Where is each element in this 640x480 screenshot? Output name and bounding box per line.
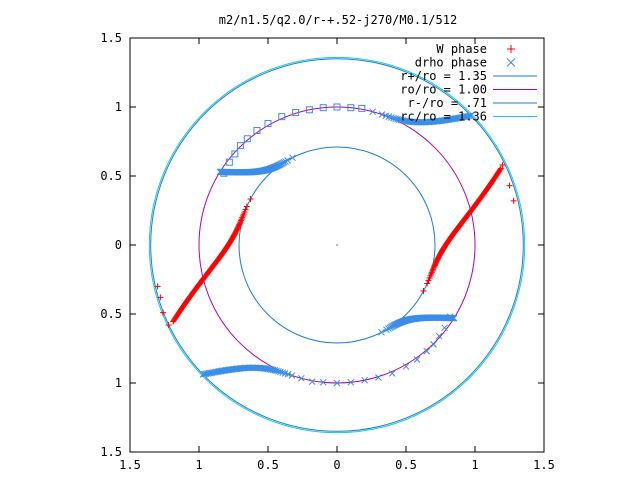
x-tick-label: 1.5 (533, 458, 555, 472)
drho-phase-point (383, 326, 390, 333)
drho-phase-point (387, 114, 395, 121)
drho-phase-point (305, 106, 313, 114)
drho-phase-point (288, 372, 296, 379)
drho-phase-point (236, 142, 244, 150)
w-phase-point (497, 166, 504, 173)
drho-phase-point (388, 369, 396, 377)
axis-ticks: 1.5 1 0.5 0 0.5 1 1.51.510.500.511.5 (100, 31, 555, 472)
drho-phase-point (319, 378, 327, 386)
w-phase-point (429, 267, 436, 274)
w-phase-point (243, 203, 250, 210)
drho-phase-point (319, 104, 327, 112)
reference-circle-3 (148, 56, 526, 434)
w-phase-point (170, 317, 177, 324)
y-tick-label: 1.5 (100, 445, 122, 459)
drho-phase-point (413, 356, 421, 363)
drho-phase-point (333, 379, 341, 387)
drho-phase-point (423, 347, 431, 355)
w-phase-point (430, 266, 437, 273)
drho-phase-point (347, 104, 355, 112)
w-phase-point (499, 161, 506, 168)
legend-label: drho phase (415, 56, 487, 70)
drho-phase-point (284, 157, 291, 164)
drho-phase-point (375, 374, 382, 381)
w-phase-point (170, 318, 177, 325)
drho-phase-point (450, 314, 458, 322)
drho-phase-point (390, 114, 397, 122)
drho-phase-point (231, 150, 239, 158)
drho-phase-point (199, 371, 207, 378)
w-phase-point (497, 165, 504, 172)
legend-label: r+/ro = 1.35 (400, 69, 487, 83)
drho-phase-point (279, 369, 287, 376)
drho-phase-point (297, 374, 305, 382)
drho-phase-point (378, 111, 386, 118)
reference-circles (148, 56, 526, 434)
chart-title: m2/n1.5/q2.0/r-+.52-j270/M0.1/512 (219, 13, 457, 27)
w-phase-point (165, 322, 172, 329)
y-tick-label: 0 (115, 238, 122, 252)
legend-label: rc/ro = 1.36 (400, 110, 487, 124)
w-phase-point (420, 287, 427, 294)
reference-circle-2 (238, 146, 436, 344)
legend-marker (506, 58, 516, 67)
w-phase-point (154, 283, 161, 290)
w-phase-point (238, 216, 245, 223)
drho-phase-point (358, 104, 366, 112)
drho-phase-point (467, 112, 475, 119)
data-series (154, 103, 517, 387)
x-tick-label: 1 (195, 458, 202, 472)
drho-phase-point (385, 113, 393, 121)
legend-label: ro/ro = 1.00 (400, 83, 487, 97)
drho-phase-point (402, 363, 410, 370)
drho-phase-point (446, 313, 454, 321)
w-phase-point (160, 309, 167, 316)
legend-label: r-/ro = .71 (408, 96, 487, 110)
drho-phase-point (369, 108, 377, 116)
y-tick-label: 0.5 (100, 169, 122, 183)
drho-phase-point (308, 378, 316, 385)
drho-phase-point (277, 368, 284, 376)
y-tick-label: 1 (115, 100, 122, 114)
w-phase-point (506, 182, 513, 189)
drho-phase-point (361, 376, 368, 384)
w-phase-point (157, 294, 164, 301)
w-phase-point (247, 196, 254, 203)
reference-circle-0 (150, 58, 524, 432)
drho-phase-point (466, 112, 473, 120)
drho-phase-point (430, 341, 437, 348)
drho-phase-point (441, 324, 448, 332)
x-tick-label: 0 (333, 458, 340, 472)
drho-phase-point (435, 332, 443, 340)
x-tick-label: 0.5 (395, 458, 417, 472)
y-tick-label: 1.5 (100, 31, 122, 45)
y-tick-label: 0.5 (100, 307, 122, 321)
drho-phase-point (292, 109, 300, 117)
x-tick-label: 1 (471, 458, 478, 472)
drho-phase-point (347, 378, 355, 386)
drho-phase-point (378, 328, 385, 336)
drho-phase-point (333, 103, 341, 111)
w-phase-point (510, 197, 517, 204)
y-tick-label: 1 (115, 376, 122, 390)
drho-phase-point (243, 135, 251, 143)
x-tick-label: 0.5 (257, 458, 279, 472)
drho-phase-point (225, 158, 233, 166)
drho-phase-point (253, 126, 261, 134)
drho-phase-point (264, 120, 272, 128)
drho-phase-point (278, 113, 286, 121)
drho-phase-point (220, 169, 228, 177)
legend-label: W phase (436, 42, 487, 56)
drho-phase-point (281, 369, 289, 377)
drho-phase-point (201, 370, 208, 378)
w-phase-point (237, 217, 244, 224)
drho-phase-point (289, 154, 296, 162)
origin-dot (336, 244, 338, 246)
x-tick-label: 1.5 (119, 458, 141, 472)
w-phase-point (424, 280, 431, 287)
